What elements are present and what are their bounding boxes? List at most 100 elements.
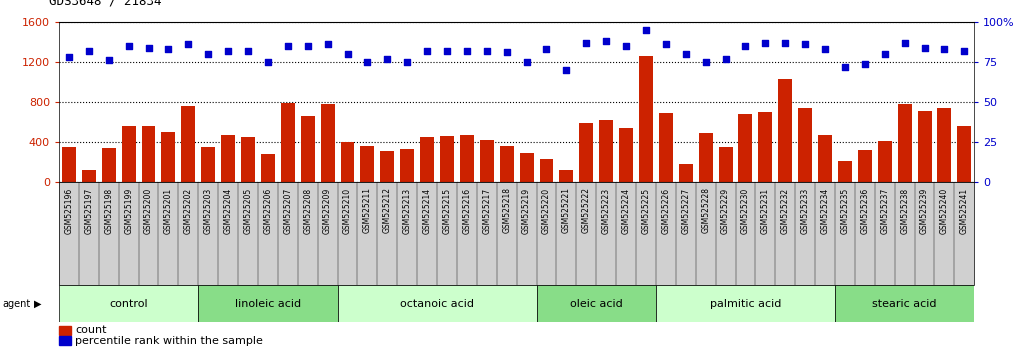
Point	[817, 46, 833, 52]
Bar	[420, 137, 434, 182]
Point	[379, 56, 396, 62]
Point	[498, 50, 515, 55]
Bar	[838, 161, 852, 182]
Bar	[738, 114, 753, 182]
Bar	[858, 150, 872, 182]
Text: GSM525226: GSM525226	[661, 188, 670, 234]
Bar	[380, 151, 395, 182]
Point	[956, 48, 972, 54]
Point	[359, 59, 375, 65]
Point	[479, 48, 495, 54]
Point	[598, 38, 614, 44]
Text: GSM525218: GSM525218	[502, 188, 512, 233]
Text: control: control	[109, 298, 147, 309]
Bar	[181, 106, 195, 182]
Bar	[301, 116, 314, 182]
Point	[200, 51, 217, 57]
Bar	[878, 141, 892, 182]
Point	[120, 43, 136, 49]
Text: GSM525220: GSM525220	[542, 188, 551, 234]
Bar	[699, 133, 713, 182]
Text: GSM525234: GSM525234	[821, 188, 830, 234]
Text: GSM525240: GSM525240	[940, 188, 949, 234]
Text: GSM525203: GSM525203	[203, 188, 213, 234]
Bar	[659, 113, 673, 182]
Bar	[241, 137, 255, 182]
Point	[319, 41, 336, 47]
Point	[140, 45, 157, 50]
Point	[259, 59, 276, 65]
Point	[717, 56, 733, 62]
Text: count: count	[75, 325, 107, 335]
Text: GSM525238: GSM525238	[900, 188, 909, 234]
Point	[280, 43, 296, 49]
Point	[399, 59, 415, 65]
Point	[300, 43, 316, 49]
Text: palmitic acid: palmitic acid	[710, 298, 781, 309]
Text: linoleic acid: linoleic acid	[235, 298, 301, 309]
Text: agent: agent	[2, 298, 31, 309]
Bar	[540, 159, 553, 182]
Point	[916, 45, 933, 50]
Point	[777, 40, 793, 46]
Bar	[341, 142, 355, 182]
Bar	[122, 126, 135, 182]
Bar	[818, 135, 832, 182]
Point	[538, 46, 554, 52]
Bar	[719, 147, 732, 182]
Point	[698, 59, 714, 65]
Text: GSM525228: GSM525228	[701, 188, 710, 233]
Bar	[221, 135, 235, 182]
Point	[519, 59, 535, 65]
Bar	[102, 148, 116, 182]
Text: GSM525223: GSM525223	[602, 188, 610, 234]
Text: GSM525197: GSM525197	[84, 188, 94, 234]
Text: GSM525215: GSM525215	[442, 188, 452, 234]
Text: GSM525206: GSM525206	[263, 188, 273, 234]
Point	[877, 51, 893, 57]
Text: GSM525233: GSM525233	[800, 188, 810, 234]
Bar	[360, 146, 374, 182]
Text: GSM525208: GSM525208	[303, 188, 312, 234]
Text: GSM525216: GSM525216	[463, 188, 472, 234]
Bar	[499, 146, 514, 182]
Point	[618, 43, 635, 49]
Bar	[938, 108, 952, 182]
Bar	[201, 147, 216, 182]
Text: oleic acid: oleic acid	[570, 298, 622, 309]
Point	[459, 48, 475, 54]
Text: GSM525212: GSM525212	[382, 188, 392, 233]
Bar	[898, 104, 911, 182]
Text: GSM525221: GSM525221	[561, 188, 571, 233]
Text: stearic acid: stearic acid	[873, 298, 937, 309]
Bar	[261, 154, 275, 182]
Bar	[678, 164, 693, 182]
Bar	[440, 136, 454, 182]
Bar	[599, 120, 613, 182]
Point	[677, 51, 694, 57]
Bar	[162, 132, 175, 182]
Text: GSM525241: GSM525241	[960, 188, 969, 234]
Text: octanoic acid: octanoic acid	[400, 298, 474, 309]
Bar	[460, 135, 474, 182]
Point	[937, 46, 953, 52]
Point	[897, 40, 913, 46]
Bar	[537, 285, 656, 322]
Text: GSM525237: GSM525237	[881, 188, 889, 234]
Text: GSM525196: GSM525196	[64, 188, 73, 234]
Bar	[281, 103, 295, 182]
Bar	[917, 111, 932, 182]
Text: ▶: ▶	[34, 298, 41, 309]
Text: GSM525219: GSM525219	[522, 188, 531, 234]
Bar	[320, 104, 335, 182]
Point	[737, 43, 754, 49]
Bar	[778, 79, 792, 182]
Text: GSM525201: GSM525201	[164, 188, 173, 234]
Text: GSM525199: GSM525199	[124, 188, 133, 234]
Text: GSM525225: GSM525225	[642, 188, 651, 234]
Point	[837, 64, 853, 70]
Text: GSM525231: GSM525231	[761, 188, 770, 234]
Text: GSM525205: GSM525205	[243, 188, 252, 234]
Text: GSM525200: GSM525200	[144, 188, 153, 234]
Text: GSM525211: GSM525211	[363, 188, 372, 233]
